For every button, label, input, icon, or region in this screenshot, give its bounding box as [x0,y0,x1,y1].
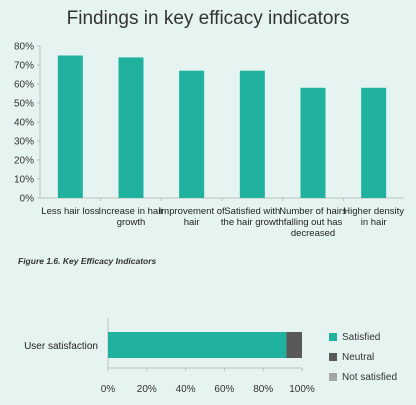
x-tick-label: Satisfied with the hair growth [221,206,284,228]
x-tick-label: Increase in hair growth [99,206,164,228]
y-tick-label: User satisfaction [24,341,98,352]
legend-label-neutral: Neutral [342,351,375,363]
legend-item-neutral: Neutral [329,347,397,367]
bar [239,70,265,198]
efficacy-bar-chart: 0% 10% 20% 30% 40% 50% 60% 70% 80% Less hair loss… [14,42,404,240]
x-tick-label: 20% [137,384,157,395]
figure-caption: Figure 1.6. Key Efficacy Indicators [18,256,157,266]
x-tick-label: 100% [289,384,315,395]
legend-swatch-not-satisfied [329,373,337,381]
x-tick-label: 0% [101,384,116,395]
chart-legend: Satisfied Neutral Not satisfied [329,327,397,387]
x-tick-label: 80% [253,384,273,395]
bar [118,57,144,199]
y-tick-label: 50% [14,99,34,110]
y-tick-label: 20% [14,156,34,167]
x-tick-label: Number of hairs falling out has decreased [279,206,347,239]
legend-item-not-satisfied: Not satisfied [329,367,397,387]
legend-label-satisfied: Satisfied [342,331,381,343]
x-tick-label: Higher density in hair [343,206,404,228]
y-tick-label: 30% [14,137,34,148]
x-tick-label: 60% [214,384,234,395]
bar [179,70,205,198]
y-tick-label: 70% [14,61,34,72]
x-tick-label: Less hair loss [41,206,99,217]
bar [57,55,83,198]
legend-swatch-neutral [329,353,337,361]
bar [361,87,387,198]
y-tick-label: 60% [14,80,34,91]
y-tick-label: 10% [14,175,34,186]
y-tick-label: 0% [20,194,35,205]
bar-segment [108,332,287,358]
legend-swatch-satisfied [329,333,337,341]
x-tick-label: 40% [176,384,196,395]
bar [300,87,326,198]
satisfaction-stacked-bar-chart: 0% 20% 40% 60% 80% 100% User satisfaction [24,318,315,395]
legend-item-satisfied: Satisfied [329,327,397,347]
chart-title: Findings in key efficacy indicators [66,8,350,29]
legend-label-not-satisfied: Not satisfied [342,371,398,383]
y-tick-label: 80% [14,42,34,53]
x-tick-label: Improvement of hair [159,206,225,228]
y-tick-label: 40% [14,118,34,129]
bar-segment [286,332,302,358]
